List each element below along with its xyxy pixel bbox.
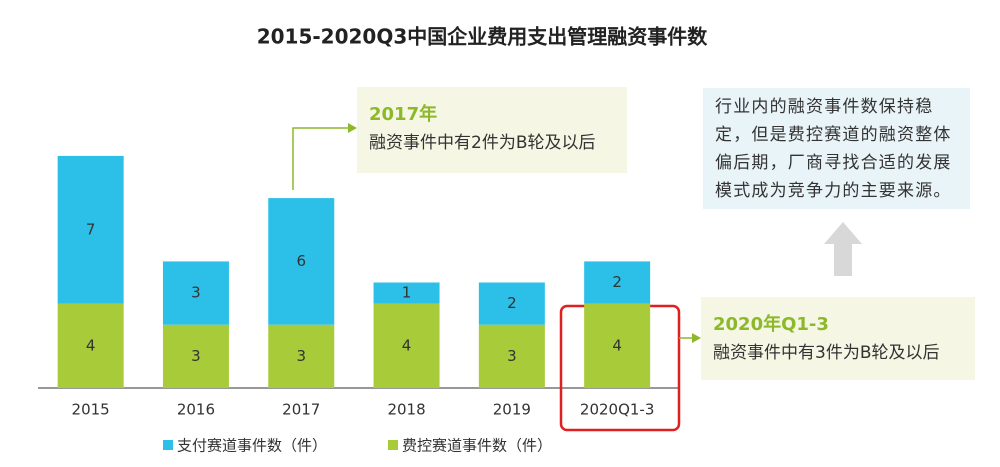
bar-segment — [584, 303, 651, 388]
bar-segment — [268, 324, 335, 388]
annotation-box: 2020年Q1-3 融资事件中有3件为B轮及以后 — [701, 297, 975, 380]
value-label: 3 — [191, 347, 201, 365]
up-arrow — [824, 222, 862, 276]
arrow-head — [692, 333, 701, 343]
legend-label: 费控赛道事件数（件） — [402, 437, 552, 455]
value-label: 3 — [296, 347, 306, 365]
arrow-head — [348, 123, 357, 133]
value-label: 4 — [86, 336, 96, 354]
value-label: 6 — [296, 252, 306, 270]
value-label: 1 — [402, 284, 412, 302]
bar-segment — [268, 198, 335, 325]
bar-segment — [57, 303, 124, 388]
bar-segment — [584, 261, 651, 304]
summary-box: 行业内的融资事件数保持稳定，但是费控赛道的融资整体偏后期，厂商寻找合适的发展模式… — [703, 88, 970, 209]
bar-segment — [162, 324, 229, 388]
x-tick-label: 2020Q1-3 — [580, 401, 654, 419]
annotation-title: 2017年 — [369, 104, 438, 125]
bar-segment — [373, 282, 440, 304]
legend-swatch — [163, 440, 173, 450]
value-label: 7 — [86, 220, 96, 238]
bar-segment — [373, 303, 440, 388]
bar-segment — [478, 282, 545, 325]
bar-segment — [57, 155, 124, 304]
value-label: 4 — [612, 336, 622, 354]
chart-title: 2015-2020Q3中国企业费用支出管理融资事件数 — [257, 25, 709, 49]
annotation-title: 2020年Q1-3 — [713, 314, 829, 335]
legend-label: 支付赛道事件数（件） — [177, 437, 327, 455]
bar-segment — [478, 324, 545, 388]
annotation-text: 融资事件中有3件为B轮及以后 — [713, 343, 940, 363]
value-label: 2 — [507, 294, 517, 312]
x-tick-label: 2017 — [282, 401, 320, 419]
x-tick-label: 2016 — [177, 401, 215, 419]
annotation-text: 融资事件中有2件为B轮及以后 — [369, 133, 596, 153]
annotation-arrow — [292, 127, 350, 190]
value-label: 2 — [612, 273, 622, 291]
x-tick-label: 2015 — [72, 401, 110, 419]
x-tick-label: 2018 — [387, 401, 425, 419]
value-label: 3 — [507, 347, 517, 365]
annotation-box: 2017年 融资事件中有2件为B轮及以后 — [357, 87, 627, 173]
bar-segment — [162, 261, 229, 325]
summary-text: 行业内的融资事件数保持稳定，但是费控赛道的融资整体偏后期，厂商寻找合适的发展模式… — [715, 97, 952, 201]
x-tick-label: 2019 — [493, 401, 531, 419]
legend-swatch — [388, 440, 398, 450]
value-label: 3 — [191, 284, 201, 302]
value-label: 4 — [402, 336, 412, 354]
